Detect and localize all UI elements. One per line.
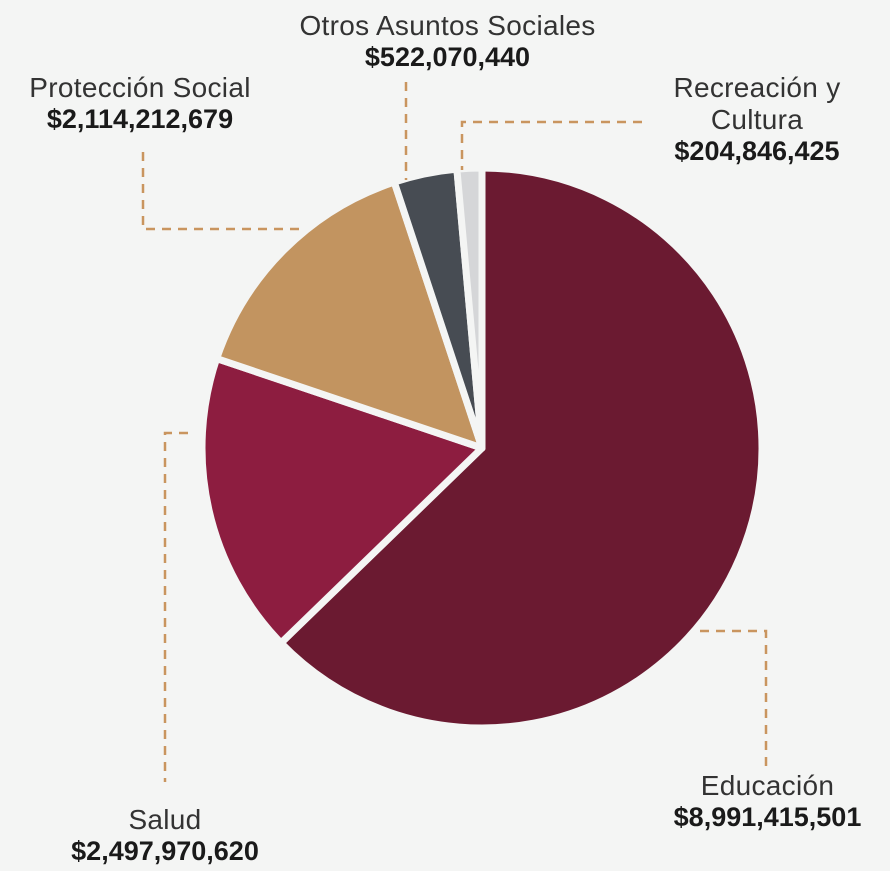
pie-slices [198,164,766,732]
leader-proteccion [141,152,302,231]
leader-recreacion [460,120,642,170]
leader-lines [141,82,768,782]
pie-slice-recreacion-y-cultura [453,164,486,452]
label-proteccion: Protección Social $2,114,212,679 [0,72,280,135]
label-proteccion-value: $2,114,212,679 [46,104,234,135]
label-salud-value: $2,497,970,620 [71,836,259,867]
label-salud: Salud $2,497,970,620 [30,804,300,867]
label-educacion-name: Educación [700,770,835,801]
pie-slice-educacion [277,164,766,732]
label-otros-value: $522,070,440 [364,42,531,73]
label-salud-name: Salud [128,804,202,835]
label-educacion: Educación $8,991,415,501 [655,770,880,833]
label-otros-name: Otros Asuntos Sociales [299,10,596,41]
label-educacion-value: $8,991,415,501 [673,802,862,833]
pie-slice-salud [198,355,486,647]
leader-salud [163,431,188,782]
label-recreacion-name-1: Recreación y [673,72,841,103]
label-recreacion-name-2: Cultura [710,104,804,136]
label-otros: Otros Asuntos Sociales $522,070,440 [250,10,645,73]
leader-educacion [700,629,768,772]
label-recreacion: Recreación y Cultura $204,846,425 [632,72,882,167]
label-recreacion-value: $204,846,425 [674,136,840,167]
label-proteccion-name: Protección Social [29,72,251,103]
